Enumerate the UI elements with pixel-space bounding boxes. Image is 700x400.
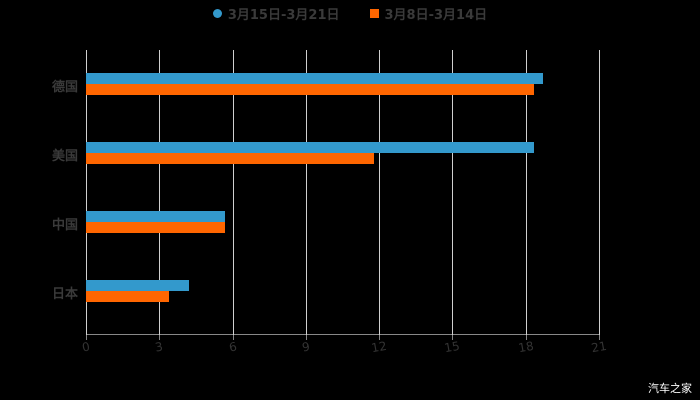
x-tick bbox=[305, 335, 307, 340]
legend-item-series-2[interactable]: 3月8日-3月14日 bbox=[369, 4, 488, 23]
gridline bbox=[452, 50, 454, 335]
gridline bbox=[379, 50, 381, 335]
x-tick bbox=[86, 335, 87, 340]
plot-area: 0 3 6 9 12 15 18 21 bbox=[81, 50, 608, 355]
category-label: 德国 bbox=[51, 80, 78, 95]
x-tick-label: 3 bbox=[154, 339, 165, 355]
bar[interactable] bbox=[86, 153, 375, 164]
legend-item-series-1[interactable]: 3月15日-3月21日 bbox=[212, 4, 340, 23]
x-tick bbox=[452, 335, 454, 340]
x-tick bbox=[525, 335, 527, 340]
bar[interactable] bbox=[86, 211, 226, 222]
x-tick bbox=[599, 335, 600, 340]
bar[interactable] bbox=[86, 73, 543, 84]
watermark: 汽车之家 bbox=[648, 382, 692, 395]
x-tick-label: 15 bbox=[443, 338, 462, 356]
circle-marker-icon bbox=[212, 9, 222, 18]
x-tick-label: 9 bbox=[300, 339, 311, 355]
bar[interactable] bbox=[86, 280, 189, 291]
x-tick-label: 21 bbox=[590, 338, 608, 356]
x-tick bbox=[232, 335, 234, 340]
x-tick-label: 0 bbox=[81, 339, 91, 355]
x-tick bbox=[159, 335, 161, 340]
legend: 3月15日-3月21日 3月8日-3月14日 bbox=[0, 4, 700, 23]
x-tick-label: 18 bbox=[516, 338, 535, 356]
gridline bbox=[159, 50, 161, 335]
x-axis-line bbox=[86, 334, 599, 335]
category-label: 中国 bbox=[51, 218, 78, 233]
x-tick-label: 6 bbox=[227, 339, 238, 355]
bar[interactable] bbox=[86, 142, 535, 153]
bar[interactable] bbox=[86, 84, 535, 95]
gridline bbox=[305, 50, 307, 335]
gridline bbox=[86, 50, 87, 335]
gridline bbox=[232, 50, 234, 335]
x-tick-label: 12 bbox=[370, 338, 388, 356]
square-marker-icon bbox=[369, 9, 379, 18]
gridline bbox=[525, 50, 527, 335]
x-tick bbox=[379, 335, 381, 340]
gridline bbox=[599, 50, 600, 335]
category-label: 美国 bbox=[51, 149, 78, 164]
category-label: 日本 bbox=[51, 287, 78, 302]
legend-label: 3月15日-3月21日 bbox=[227, 8, 340, 23]
legend-label: 3月8日-3月14日 bbox=[384, 8, 488, 23]
bar[interactable] bbox=[86, 222, 226, 233]
bar[interactable] bbox=[86, 291, 170, 302]
